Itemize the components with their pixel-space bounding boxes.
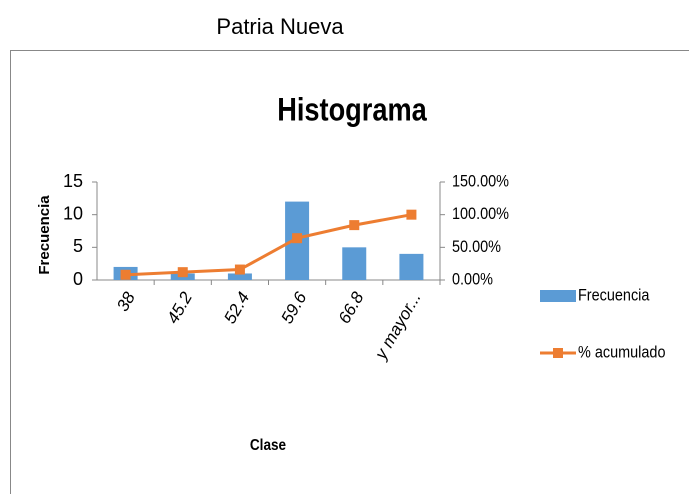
- marker: [349, 220, 360, 231]
- y2-tick-label: 100.00%: [452, 205, 509, 223]
- legend-label: % acumulado: [578, 343, 666, 361]
- y2-tick-label: 50.00%: [452, 238, 501, 256]
- bar: [227, 273, 252, 280]
- marker: [234, 264, 245, 275]
- bar: [342, 247, 367, 280]
- y-tick-label: 15: [63, 171, 83, 191]
- line: [125, 213, 412, 277]
- marker: [406, 209, 417, 220]
- chart-title: Histograma: [277, 92, 427, 128]
- x-axis-title: Clase: [250, 437, 286, 454]
- legend-label: Frecuencia: [578, 286, 650, 304]
- bar: [399, 253, 424, 280]
- page-title: Patria Nueva: [216, 14, 344, 39]
- marker: [177, 267, 188, 278]
- y-tick-label: 5: [73, 236, 83, 256]
- marker: [120, 269, 131, 280]
- y-tick-label: 10: [63, 203, 83, 223]
- y2-tick-label: 150.00%: [452, 172, 509, 190]
- y-axis-title: Frecuencia: [36, 195, 53, 275]
- marker: [292, 233, 303, 244]
- y-tick-label: 0: [73, 269, 83, 289]
- legend-swatch: [540, 290, 576, 302]
- legend-swatch: [553, 348, 563, 358]
- y2-tick-label: 0.00%: [452, 270, 493, 288]
